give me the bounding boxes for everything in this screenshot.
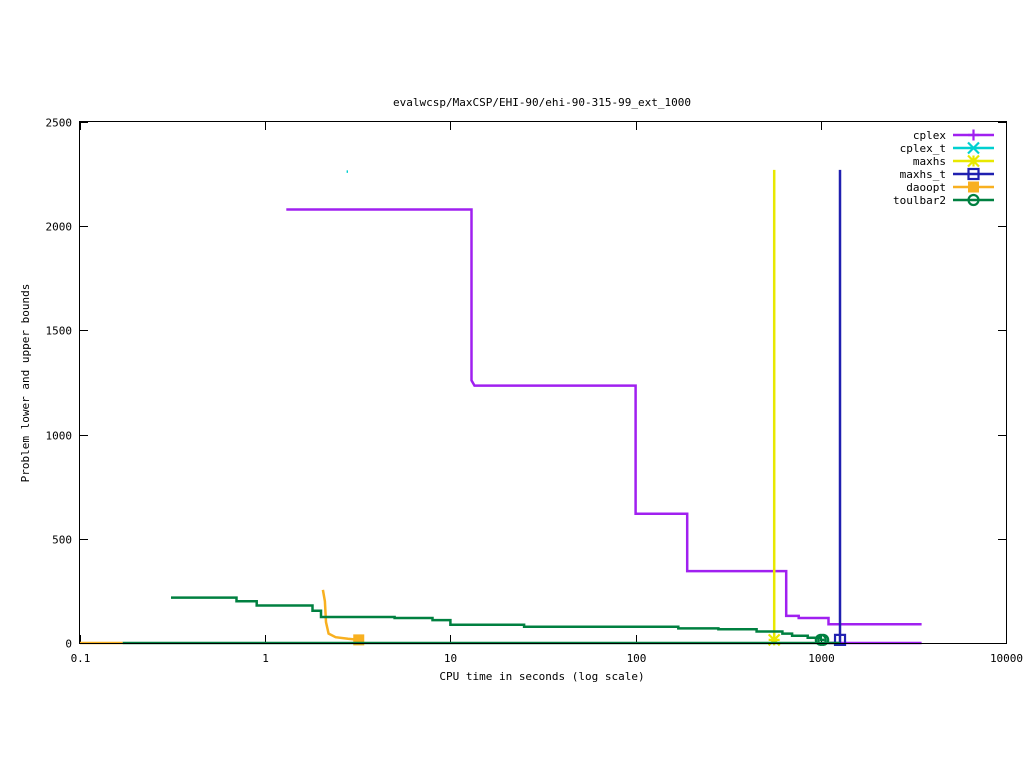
legend-label: maxhs — [913, 155, 946, 168]
legend-label: toulbar2 — [893, 194, 946, 207]
legend-marker — [968, 181, 979, 193]
y-axis-label: Problem lower and upper bounds — [19, 284, 32, 483]
x-tick-label: 0.1 — [71, 652, 91, 665]
legend-label: daoopt — [906, 181, 946, 194]
x-tick-label: 100 — [627, 652, 647, 665]
x-tick-label: 10 — [444, 652, 457, 665]
series-maxhs — [767, 169, 781, 647]
legend-item-cplex-t: cplex_t — [900, 141, 994, 155]
legend-item-daoopt: daoopt — [906, 181, 994, 194]
legend-marker — [968, 129, 979, 141]
axis-ticks: 0.1 1 10 100 1000 10000 0 500 1000 1500 2000 2500 — [46, 117, 1024, 666]
y-tick-label: 0 — [65, 638, 72, 651]
legend-marker — [967, 167, 980, 181]
series-maxhs-point — [767, 633, 781, 647]
legend-item-cplex: cplex — [913, 129, 994, 142]
chart-title: evalwcsp/MaxCSP/EHI-90/ehi-90-315-99_ext… — [393, 96, 691, 109]
y-tick-label: 2000 — [46, 221, 73, 234]
series-maxhs-t — [833, 169, 847, 646]
y-tick-label: 1500 — [46, 325, 73, 338]
y-tick-label: 500 — [52, 534, 72, 547]
legend-marker — [967, 193, 980, 207]
x-tick-label: 1000 — [808, 652, 835, 665]
series-daoopt-point — [353, 634, 365, 646]
legend-item-maxhs-t: maxhs_t — [900, 167, 994, 181]
legend-marker — [967, 141, 980, 155]
series-toulbar2-point — [817, 633, 830, 646]
plot-frame — [79, 121, 1007, 644]
legend-label: cplex — [913, 129, 946, 142]
x-axis-label: CPU time in seconds (log scale) — [439, 670, 644, 683]
y-tick-label: 1000 — [46, 430, 73, 443]
legend-item-maxhs: maxhs — [913, 154, 994, 168]
series-toulbar2-upper-bound — [171, 596, 825, 642]
x-tick-label: 10000 — [990, 652, 1023, 665]
legend-marker — [967, 154, 980, 168]
legend-label: cplex_t — [900, 142, 946, 155]
series-cplex-upper-bound — [286, 208, 922, 626]
series-daoopt-upper-bound — [321, 589, 359, 642]
y-tick-label: 2500 — [46, 117, 73, 130]
legend-item-toulbar2: toulbar2 — [893, 193, 994, 207]
series-maxhs-t-point — [833, 633, 847, 646]
legend-label: maxhs_t — [900, 168, 946, 181]
x-tick-label: 1 — [262, 652, 269, 665]
